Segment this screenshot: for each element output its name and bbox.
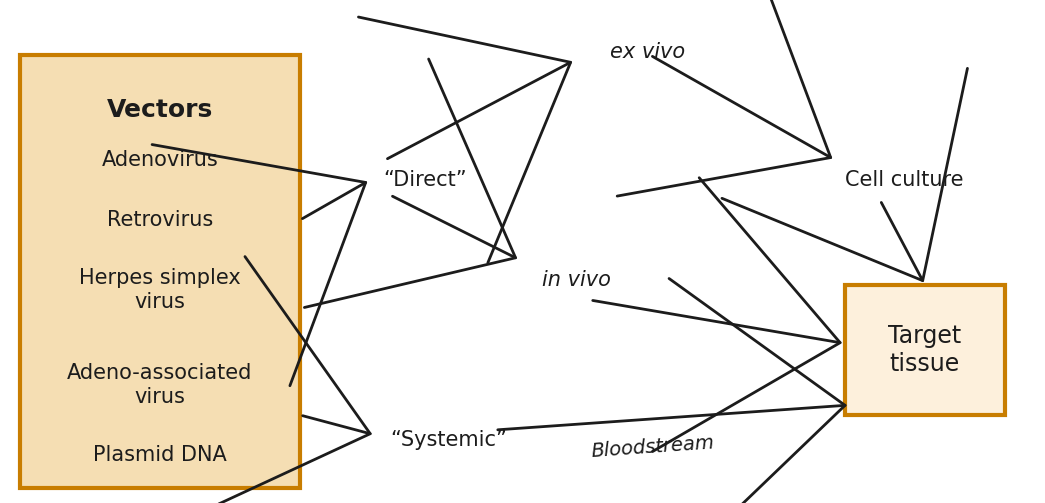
Text: Cell culture: Cell culture <box>845 170 963 190</box>
Text: in vivo: in vivo <box>542 270 611 290</box>
Text: Target
tissue: Target tissue <box>888 324 961 376</box>
Text: ex vivo: ex vivo <box>610 42 686 62</box>
Text: Adeno-associated
virus: Adeno-associated virus <box>67 363 253 406</box>
Text: Plasmid DNA: Plasmid DNA <box>93 445 227 465</box>
Text: Adenovirus: Adenovirus <box>101 150 218 170</box>
Text: “Systemic”: “Systemic” <box>390 430 507 450</box>
Text: Bloodstream: Bloodstream <box>590 434 715 461</box>
Text: “Direct”: “Direct” <box>384 170 467 190</box>
Text: Vectors: Vectors <box>107 98 213 122</box>
FancyBboxPatch shape <box>845 285 1005 415</box>
Text: Retrovirus: Retrovirus <box>107 210 213 230</box>
FancyBboxPatch shape <box>20 55 300 488</box>
Text: Herpes simplex
virus: Herpes simplex virus <box>79 269 241 311</box>
